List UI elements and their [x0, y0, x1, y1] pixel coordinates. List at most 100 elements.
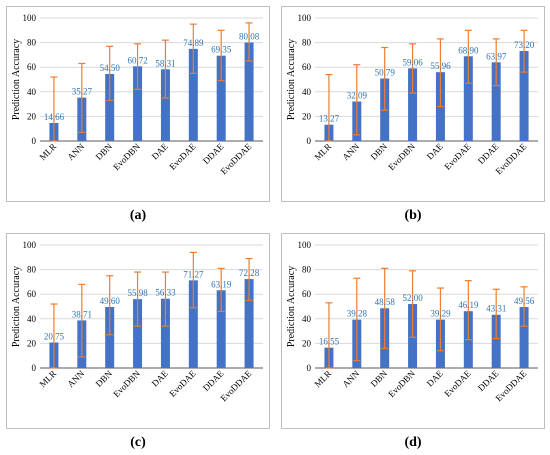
y-tick-label: 60	[27, 62, 37, 72]
y-tick-label: 60	[302, 289, 312, 299]
category-label: EvoDDAE	[218, 368, 253, 403]
data-label: 72.28	[239, 268, 260, 278]
y-tick-label: 20	[27, 111, 37, 121]
category-label: EvoDBN	[111, 368, 142, 399]
data-label: 38.71	[72, 309, 92, 319]
bar	[160, 298, 170, 368]
bar	[133, 66, 143, 141]
category-label: EvoDAE	[167, 368, 198, 399]
y-tick-label: 80	[302, 265, 312, 275]
y-tick-label: 20	[302, 338, 312, 348]
data-label: 35.27	[72, 87, 93, 97]
bar	[463, 56, 473, 141]
y-tick-label: 0	[307, 136, 312, 146]
data-label: 49.56	[514, 296, 535, 306]
y-tick-label: 100	[23, 13, 37, 23]
y-axis-title: Prediction Accuracy	[11, 266, 22, 347]
category-label: DBN	[94, 141, 115, 162]
data-label: 68.90	[458, 45, 479, 55]
y-tick-label: 80	[27, 265, 37, 275]
caption-c: (c)	[130, 435, 146, 450]
data-label: 69.35	[211, 45, 232, 55]
category-label: DAE	[425, 368, 446, 389]
bar	[491, 314, 501, 368]
category-label: EvoDBN	[386, 368, 417, 399]
data-label: 43.31	[486, 304, 506, 314]
bar	[216, 55, 226, 141]
category-label: DAE	[150, 368, 171, 389]
data-label: 39.29	[430, 309, 451, 319]
bar	[491, 62, 501, 142]
data-label: 59.06	[402, 57, 423, 67]
category-label: EvoDAE	[167, 141, 198, 172]
data-label: 49.60	[100, 296, 121, 306]
data-label: 56.33	[155, 288, 176, 298]
caption-d: (d)	[404, 435, 422, 450]
data-label: 73.20	[514, 40, 535, 50]
bar	[519, 50, 529, 141]
bar	[244, 42, 254, 141]
category-label: MLR	[312, 141, 333, 162]
data-label: 46.19	[458, 300, 479, 310]
category-label: EvoDBN	[386, 141, 417, 172]
category-label: DAE	[150, 141, 171, 162]
category-label: MLR	[37, 368, 58, 389]
y-tick-label: 80	[302, 38, 312, 48]
category-label: ANN	[340, 141, 361, 162]
category-label: DDAE	[201, 368, 226, 393]
data-label: 50.79	[375, 68, 396, 78]
category-label: ANN	[340, 368, 361, 389]
chart-panel-d: 0 20 40 60 80 100 Prediction Accuracy 16.55 MLR 3…	[281, 233, 545, 429]
y-tick-label: 0	[307, 363, 312, 373]
chart-panel-a: 0 20 40 60 80 100 Prediction Accuracy 14.66 MLR 3…	[6, 6, 270, 202]
y-tick-label: 60	[27, 289, 37, 299]
bar	[408, 68, 418, 141]
category-label: DBN	[369, 141, 390, 162]
y-tick-label: 100	[298, 13, 312, 23]
data-label: 63.97	[486, 51, 507, 61]
data-label: 32.09	[347, 91, 368, 101]
bar	[160, 69, 170, 141]
y-tick-label: 60	[302, 62, 312, 72]
bar	[105, 306, 115, 368]
data-label: 55.96	[430, 61, 451, 71]
bar	[216, 290, 226, 368]
data-label: 74.89	[183, 38, 204, 48]
data-label: 13.27	[319, 114, 340, 124]
category-label: EvoDAE	[442, 368, 473, 399]
bar	[188, 280, 198, 368]
category-label: DBN	[369, 368, 390, 389]
y-tick-label: 20	[302, 111, 312, 121]
y-axis-title: Prediction Accuracy	[11, 39, 22, 120]
category-label: DDAE	[476, 368, 501, 393]
category-label: MLR	[37, 141, 58, 162]
bar	[105, 73, 115, 141]
category-label: EvoDBN	[111, 141, 142, 172]
y-axis-title: Prediction Accuracy	[286, 266, 297, 347]
data-label: 54.50	[100, 63, 121, 73]
category-label: ANN	[65, 368, 86, 389]
y-tick-label: 40	[27, 87, 37, 97]
data-label: 58.31	[155, 58, 175, 68]
category-label: MLR	[312, 368, 333, 389]
y-tick-label: 20	[27, 338, 37, 348]
bar	[519, 307, 529, 368]
data-label: 39.28	[347, 309, 368, 319]
y-tick-label: 0	[32, 136, 37, 146]
category-label: DAE	[425, 141, 446, 162]
y-tick-label: 80	[27, 38, 37, 48]
data-label: 55.98	[127, 288, 148, 298]
chart-a: 0 20 40 60 80 100 Prediction Accuracy 14.66 MLR 3…	[11, 13, 263, 176]
data-label: 14.66	[44, 112, 65, 122]
y-tick-label: 40	[302, 314, 312, 324]
bar	[133, 299, 143, 368]
chart-d: 0 20 40 60 80 100 Prediction Accuracy 16.55 MLR 3…	[286, 240, 538, 403]
y-axis-title: Prediction Accuracy	[286, 39, 297, 120]
category-label: DDAE	[476, 141, 501, 166]
category-label: DBN	[94, 368, 115, 389]
y-tick-label: 40	[27, 314, 37, 324]
caption-b: (b)	[404, 208, 422, 223]
y-tick-label: 100	[298, 240, 312, 250]
category-label: EvoDDAE	[493, 141, 528, 176]
data-label: 71.27	[183, 269, 204, 279]
